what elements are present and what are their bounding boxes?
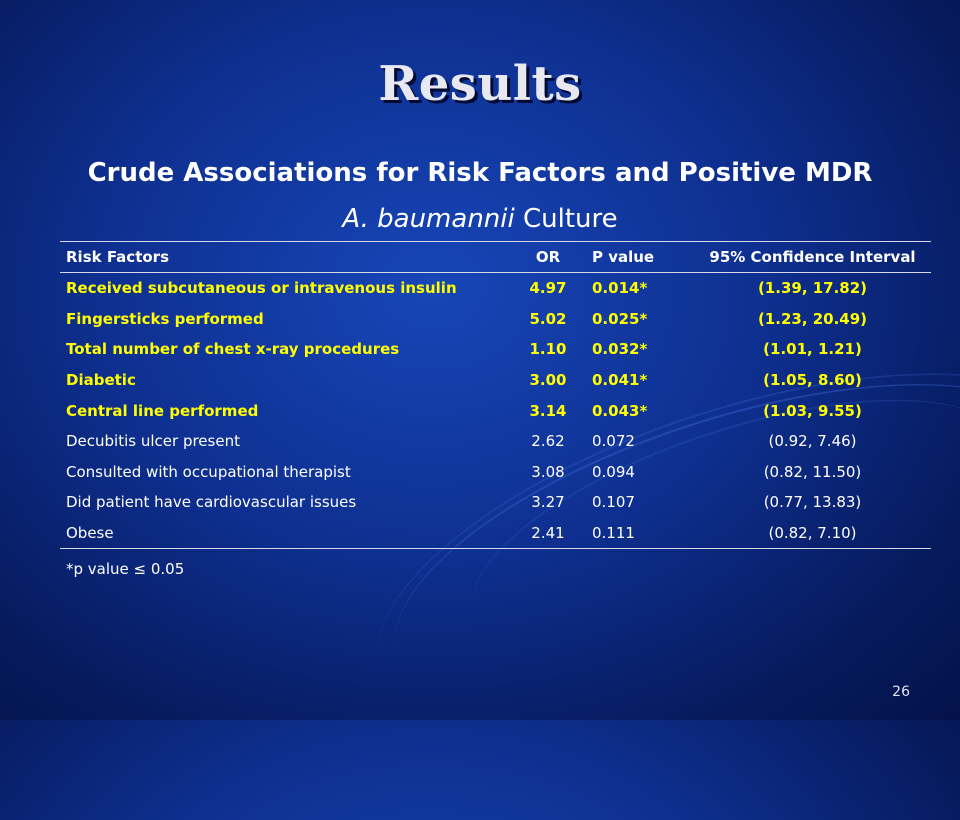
subtitle-line-1: Crude Associations for Risk Factors and … (87, 158, 873, 188)
subtitle-line-2: A. baumannii Culture (0, 196, 960, 242)
cell-p-value: 0.041* (592, 371, 648, 390)
cell-risk-factor: Fingersticks performed (66, 309, 264, 328)
table-row: Did patient have cardiovascular issues 3… (60, 487, 931, 518)
subtitle-organism: A. baumannii (342, 204, 515, 234)
cell-risk-factor: Diabetic (66, 371, 136, 390)
cell-or: 2.62 (531, 432, 565, 451)
cell-p-value: 0.094 (592, 462, 635, 481)
cell-ci: (1.03, 9.55) (763, 401, 862, 420)
cell-ci: (0.77, 13.83) (763, 493, 862, 512)
cell-p-value: 0.107 (592, 493, 635, 512)
header-or: OR (510, 241, 586, 273)
cell-or: 5.02 (529, 309, 567, 328)
cell-ci: (0.82, 7.10) (694, 517, 931, 550)
cell-or: 3.08 (531, 462, 565, 481)
header-risk-factors: Risk Factors (60, 241, 510, 273)
cell-risk-factor: Total number of chest x-ray procedures (66, 340, 400, 359)
cell-ci: (0.92, 7.46) (768, 432, 857, 451)
table-row: Total number of chest x-ray procedures 1… (60, 334, 931, 365)
table-row: Obese 2.41 0.111 (0.82, 7.10) (60, 517, 931, 550)
cell-or: 3.14 (529, 401, 567, 420)
cell-p-value: 0.043* (592, 401, 648, 420)
slide-title: Results (378, 56, 582, 112)
cell-or: 2.41 (510, 517, 586, 550)
cell-risk-factor: Obese (60, 517, 510, 550)
table-row: Central line performed 3.14 0.043* (1.03… (60, 395, 931, 426)
cell-risk-factor: Consulted with occupational therapist (66, 462, 351, 481)
header-confidence-interval: 95% Confidence Interval (694, 241, 931, 273)
cell-ci: (1.23, 20.49) (757, 309, 868, 328)
table-row: Decubitis ulcer present 2.62 0.072 (0.92… (60, 426, 931, 457)
cell-risk-factor: Decubitis ulcer present (66, 432, 240, 451)
subtitle-culture: Culture (514, 204, 618, 234)
cell-p-value: 0.072 (592, 432, 635, 451)
cell-ci: (1.01, 1.21) (763, 340, 862, 359)
table-row: Fingersticks performed 5.02 0.025* (1.23… (60, 304, 931, 335)
cell-ci: (1.05, 8.60) (763, 371, 862, 390)
cell-risk-factor: Did patient have cardiovascular issues (66, 493, 357, 512)
cell-p-value: 0.032* (592, 340, 648, 359)
cell-or: 3.27 (531, 493, 565, 512)
cell-risk-factor: Received subcutaneous or intravenous ins… (66, 279, 457, 298)
cell-or: 4.97 (529, 279, 567, 298)
cell-p-value: 0.014* (592, 279, 648, 298)
page-number: 26 (892, 684, 910, 700)
cell-or: 1.10 (529, 340, 567, 359)
cell-ci: (1.39, 17.82) (757, 279, 868, 298)
table-row: Diabetic 3.00 0.041* (1.05, 8.60) (60, 365, 931, 396)
cell-p-value: 0.111 (586, 517, 694, 550)
cell-p-value: 0.025* (592, 309, 648, 328)
cell-or: 3.00 (529, 371, 567, 390)
cell-ci: (0.82, 11.50) (763, 462, 862, 481)
slide-subtitle: Crude Associations for Risk Factors and … (0, 150, 960, 242)
table-header-row: Risk Factors OR P value 95% Confidence I… (60, 241, 931, 273)
results-table: Risk Factors OR P value 95% Confidence I… (60, 241, 931, 550)
table-row: Received subcutaneous or intravenous ins… (60, 273, 931, 304)
significance-footnote: *p value ≤ 0.05 (66, 560, 185, 578)
table-row: Consulted with occupational therapist 3.… (60, 457, 931, 488)
cell-risk-factor: Central line performed (66, 401, 259, 420)
header-p-value: P value (586, 241, 694, 273)
